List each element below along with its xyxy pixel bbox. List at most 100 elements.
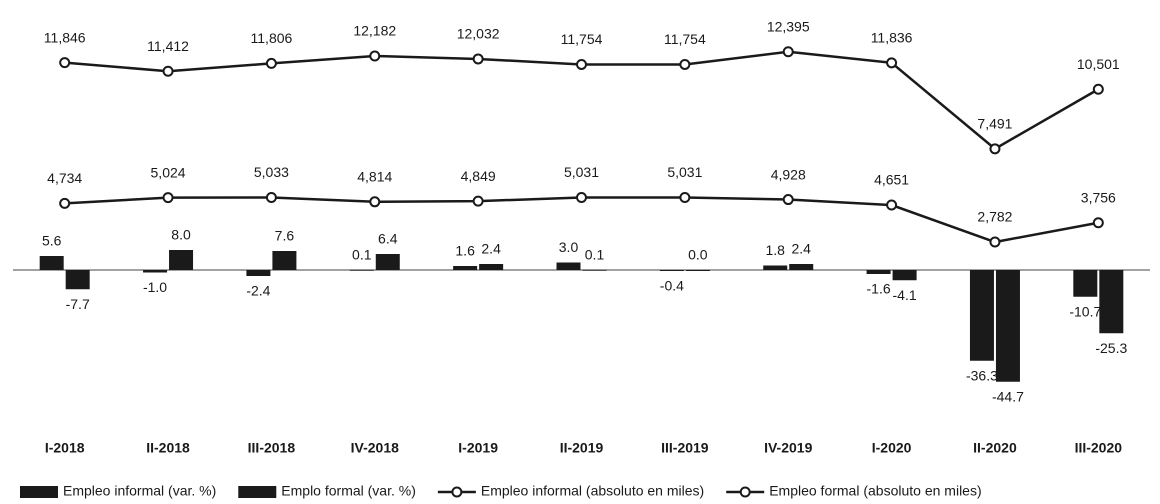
data-label: 11,846	[44, 29, 86, 45]
bar	[659, 270, 684, 271]
bar	[246, 270, 271, 276]
data-label: 2.4	[791, 241, 811, 257]
data-label: -25.3	[1095, 340, 1127, 356]
bar	[892, 270, 917, 281]
data-label: -2.4	[246, 283, 270, 299]
data-label: -1.0	[143, 279, 167, 295]
x-tick-label: II-2020	[973, 440, 1017, 456]
legend-swatch	[20, 486, 58, 498]
data-label: 6.4	[378, 231, 398, 247]
data-label: 4,928	[771, 166, 806, 182]
data-label: 10,501	[1077, 56, 1120, 72]
point	[576, 192, 587, 204]
point	[679, 58, 691, 70]
data-label: -1.6	[867, 281, 891, 297]
bar	[582, 269, 607, 271]
bar	[169, 250, 194, 270]
data-label: 7.6	[275, 228, 295, 244]
legend-label: Empleo formal (absoluto en miles)	[769, 483, 981, 499]
data-label: 2,782	[977, 209, 1012, 225]
bar	[453, 266, 478, 270]
point	[1092, 83, 1104, 95]
data-label: 11,412	[147, 38, 189, 54]
data-label: 0.1	[352, 246, 372, 262]
point	[576, 58, 587, 70]
data-label: 3,756	[1081, 189, 1116, 205]
data-label: -44.7	[992, 388, 1024, 404]
bar	[143, 270, 168, 273]
bar	[39, 256, 64, 270]
x-tick-label: II-2018	[146, 440, 190, 456]
data-label: 12,395	[767, 18, 810, 34]
x-tick-label: I-2020	[872, 440, 912, 456]
point	[782, 46, 794, 58]
data-label: -0.4	[660, 278, 684, 294]
point	[59, 57, 71, 69]
legend-swatch	[451, 486, 463, 498]
point	[369, 196, 381, 208]
point	[1092, 217, 1104, 229]
data-label: 1.6	[455, 243, 475, 259]
legend-label: Empleo informal (absoluto en miles)	[481, 483, 704, 499]
data-label: 5,031	[667, 164, 702, 180]
point	[989, 143, 1001, 155]
point	[989, 236, 1001, 248]
x-tick-label: III-2019	[661, 440, 709, 456]
x-tick-label: IV-2019	[764, 440, 812, 456]
data-label: 11,754	[561, 31, 603, 47]
data-label: 4,814	[357, 169, 392, 185]
line	[64, 196, 1099, 244]
point	[472, 195, 484, 207]
bar	[1099, 270, 1124, 334]
legend-swatch	[238, 486, 277, 498]
data-label: 2.4	[481, 241, 501, 257]
data-label: 7,491	[977, 116, 1012, 132]
data-label: 1.8	[765, 242, 785, 258]
bar	[556, 262, 581, 270]
data-label: -10.7	[1069, 303, 1101, 319]
point	[369, 50, 381, 62]
point	[59, 197, 71, 209]
legend-label: Empleo informal (var. %)	[63, 483, 216, 499]
point	[265, 191, 277, 203]
bar	[349, 269, 374, 271]
data-label: 8.0	[171, 227, 191, 243]
data-label: 12,182	[353, 23, 396, 39]
x-tick-label: II-2019	[560, 440, 604, 456]
point	[679, 192, 691, 204]
point	[162, 65, 174, 77]
x-tick-label: III-2020	[1075, 440, 1123, 456]
point	[782, 194, 794, 206]
data-label: 11,836	[871, 30, 913, 46]
bar	[866, 270, 891, 274]
data-label: -7.7	[66, 296, 90, 312]
point	[886, 199, 898, 211]
data-label: 4,651	[874, 172, 909, 188]
bar	[763, 265, 788, 270]
data-label: 0.1	[585, 246, 605, 262]
data-label: 12,032	[457, 26, 500, 42]
data-label: 5,033	[254, 164, 289, 180]
data-label: 5,024	[151, 164, 186, 180]
data-label: 4,734	[47, 170, 82, 186]
bar	[995, 270, 1020, 382]
data-label: 5.6	[42, 233, 62, 249]
legend-swatch	[739, 486, 751, 498]
x-tick-label: I-2019	[458, 440, 498, 456]
bar	[272, 251, 297, 270]
bar	[969, 270, 994, 361]
x-tick-label: I-2018	[45, 440, 85, 456]
bar	[1073, 270, 1098, 297]
x-tick-label: IV-2018	[351, 440, 399, 456]
data-label: -4.1	[893, 287, 917, 303]
data-label: 0.0	[688, 247, 708, 263]
x-tick-label: III-2018	[248, 440, 296, 456]
legend-label: Emplo formal (var. %)	[281, 483, 416, 499]
data-label: 5,031	[564, 164, 599, 180]
bar	[375, 254, 400, 270]
data-label: -36.3	[966, 367, 998, 383]
data-label: 11,754	[664, 31, 706, 47]
data-label: 3.0	[559, 239, 579, 255]
point	[886, 57, 898, 69]
